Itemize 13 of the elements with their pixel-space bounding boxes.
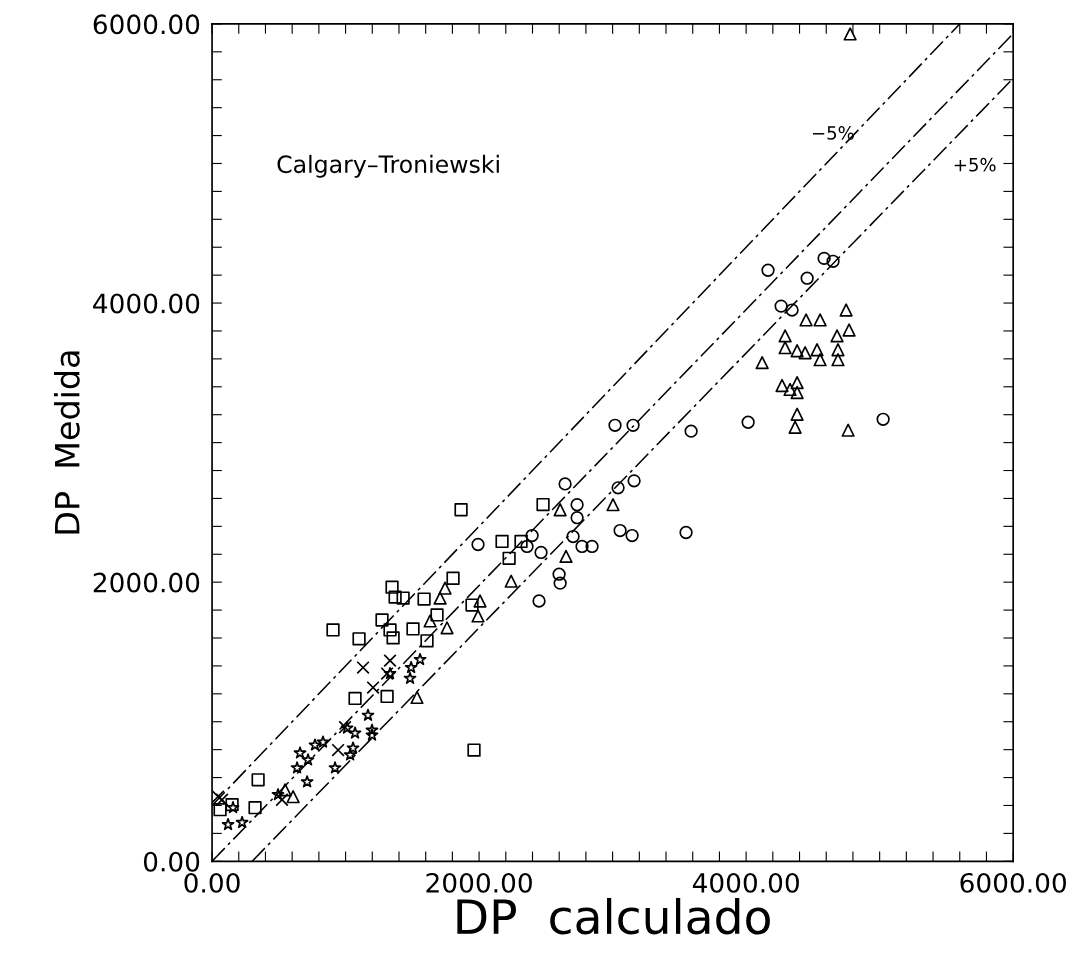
y-tick-label: 4000.00 [93,293,200,314]
x-tick-label: 4000.00 [692,872,799,893]
y-tick-label: 2000.00 [93,572,200,593]
annotation: +5% [954,157,996,172]
annotation: −5% [812,126,854,140]
y-axis-title: DP Medida [54,351,80,534]
y-tick-label: 6000.00 [93,14,200,35]
x-tick-label: 6000.00 [960,872,1066,893]
annotation: Calgary–Troniewski [277,154,499,178]
y-tick-label: 0.00 [143,851,200,872]
x-tick-label: 2000.00 [426,872,532,893]
x-axis-title: DP calculado [457,897,770,935]
x-tick-label: 0.00 [184,872,240,893]
